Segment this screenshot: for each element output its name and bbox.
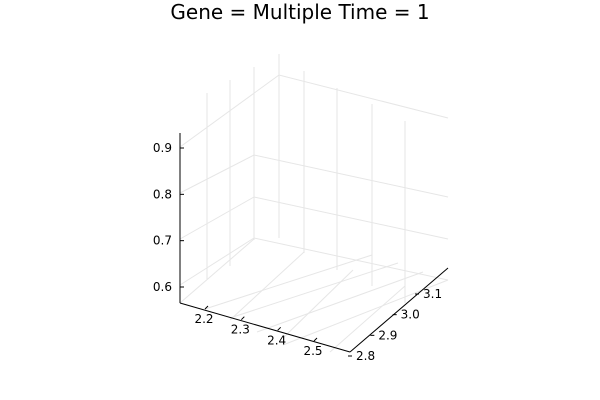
- x-tick-mark: [204, 305, 209, 310]
- x-tick-label: 2.2: [194, 312, 213, 326]
- x-tick-mark: [313, 337, 318, 342]
- z-tick-label: 0.6: [153, 280, 172, 294]
- x-axis-line: [179, 302, 351, 353]
- chart-title: Gene = Multiple Time = 1: [170, 0, 430, 24]
- y-tick-label: 2.8: [356, 349, 375, 363]
- y-axis-line: [349, 267, 449, 353]
- z-tick-label: 0.7: [153, 234, 172, 248]
- x-tick-mark: [277, 326, 282, 331]
- y-tick-label: 3.0: [401, 308, 420, 322]
- z-tick-label: 0.9: [153, 141, 172, 155]
- z-tick-label: 0.8: [153, 187, 172, 201]
- x-tick-label: 2.3: [231, 323, 250, 337]
- x-tick-label: 2.4: [267, 333, 286, 347]
- grid-lines: [179, 54, 449, 353]
- axes: [179, 133, 449, 353]
- z-axis-ticks: 0.6 0.7 0.8 0.9: [153, 141, 184, 294]
- x-tick-mark: [240, 316, 245, 321]
- x-tick-label: 2.5: [303, 344, 322, 358]
- y-axis-ticks: 2.82.9 3.03.1: [348, 287, 442, 363]
- y-tick-label: 3.1: [423, 287, 442, 301]
- y-tick-label: 2.9: [378, 328, 397, 342]
- x-axis-ticks: 2.2 2.3 2.4 2.5: [194, 305, 323, 358]
